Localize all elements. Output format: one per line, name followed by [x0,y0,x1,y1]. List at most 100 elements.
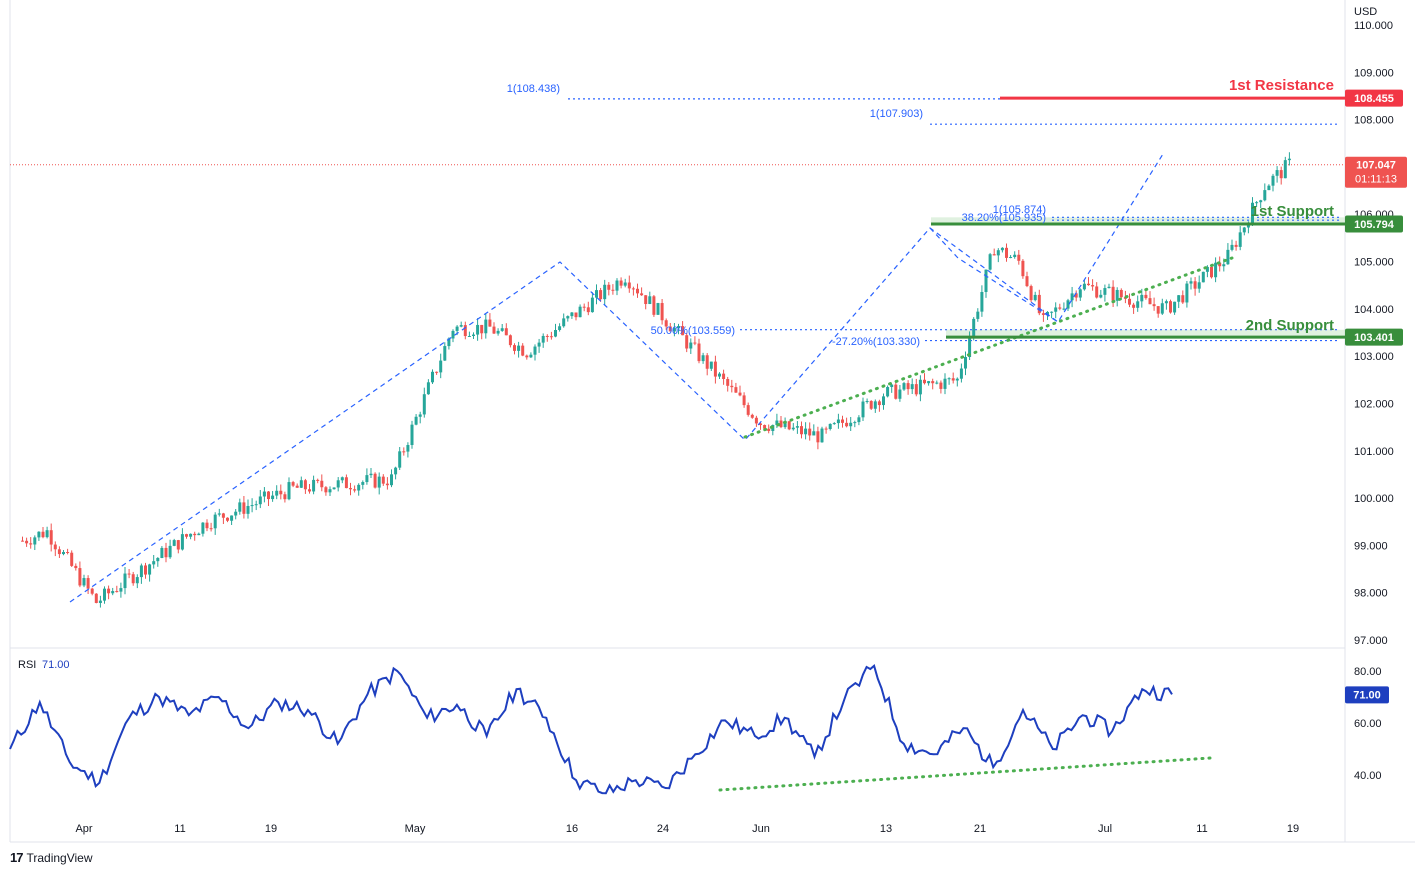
candle-body [672,328,676,332]
candle-body [1234,244,1238,247]
candle-body [472,334,475,336]
candle-body [582,306,586,308]
candle-body [882,396,885,406]
candle-body [332,487,336,490]
candle-body [82,578,86,586]
rsi-trendline[interactable] [718,756,1212,792]
candle-body [193,533,197,536]
candle-body [160,547,164,558]
candle-body [275,490,279,496]
tradingview-watermark[interactable]: 17 TradingView [10,850,93,865]
candle-body [918,379,922,395]
candle-body [385,483,389,486]
rsi-line[interactable] [9,664,1173,795]
candle-body [738,392,742,396]
candle-body [1099,294,1103,298]
candle-body [529,354,533,358]
candle-body [562,318,566,327]
candle-body [127,573,131,575]
candle-body [1193,281,1197,289]
candle-body [213,514,217,529]
time-tick-label: May [405,823,426,835]
price-tick-label: 103.000 [1354,351,1394,363]
pattern-dashed-leg[interactable] [929,227,1059,323]
candle-body [361,482,365,485]
candle-body [545,335,549,337]
candle-body [70,552,74,566]
candle-body [1041,313,1045,315]
candle-body [947,378,951,380]
candle-body [1251,202,1254,226]
candle-body [185,534,188,537]
candle-body [828,423,832,430]
candle-body [1287,158,1291,161]
candle-body [972,318,976,338]
candle-body [369,473,373,476]
candle-body [406,445,410,452]
support-2-zone [946,329,1345,338]
candle-body [41,531,45,538]
candle-body [254,504,258,506]
candle-body [1037,294,1041,314]
time-axis[interactable]: Apr 11 19 May 16 24 Jun 13 21 Jul 11 19 [75,823,1299,835]
candle-body [554,330,557,337]
candle-body [1283,160,1287,179]
rsi-value-box [1345,686,1389,704]
candle-body [627,282,631,289]
price-candles[interactable] [21,152,1291,608]
candle-body [1009,257,1013,259]
candle-body [488,319,492,327]
candle-body [45,530,49,538]
price-tick-label: 108.000 [1354,115,1394,127]
candle-body [754,417,758,424]
resistance-1-price: 108.455 [1354,93,1394,105]
candle-body [262,491,266,497]
support-2-title: 2nd Support [1246,317,1334,334]
candle-body [230,515,234,521]
candle-body [238,502,242,512]
candle-body [783,421,787,428]
candle-body [1222,264,1226,267]
candle-body [804,428,808,435]
candle-body [205,522,209,529]
candle-body [344,477,348,489]
candle-body [324,487,328,493]
candle-body [287,482,291,500]
candle-body [33,537,37,545]
candle-body [607,284,611,290]
candle-body [123,573,127,589]
candle-body [964,357,967,369]
price-tick-label: 104.000 [1354,304,1394,316]
candle-body [86,578,90,589]
candle-body [718,373,721,377]
candle-body [845,422,849,427]
time-tick-label: 11 [174,823,185,835]
candle-body [303,480,307,490]
candle-body [1078,289,1082,298]
candle-body [812,431,816,436]
pattern-dashed-path[interactable] [69,153,1164,603]
candle-body [931,381,935,384]
candle-body [1267,185,1271,191]
candle-body [176,540,180,550]
price-trendline[interactable] [743,256,1234,439]
fib-label-retr-3: -27.20%(103.330) [832,336,920,348]
candle-body [164,547,168,558]
candle-body [660,303,664,321]
candle-body [316,479,320,481]
candle-body [615,280,619,291]
candle-body [1025,276,1029,287]
candle-body [439,360,443,373]
candle-body [484,319,488,334]
support-1-price-box [1345,215,1403,233]
candle-body [390,474,393,486]
candle-body [94,593,98,603]
rsi-axis[interactable]: 80.00 60.00 40.00 [1354,666,1382,782]
time-tick-label: Apr [75,823,92,835]
candle-body [1005,247,1008,258]
candle-body [525,355,529,358]
candle-body [291,482,295,486]
candle-body [1164,301,1168,304]
candle-body [1103,288,1107,295]
